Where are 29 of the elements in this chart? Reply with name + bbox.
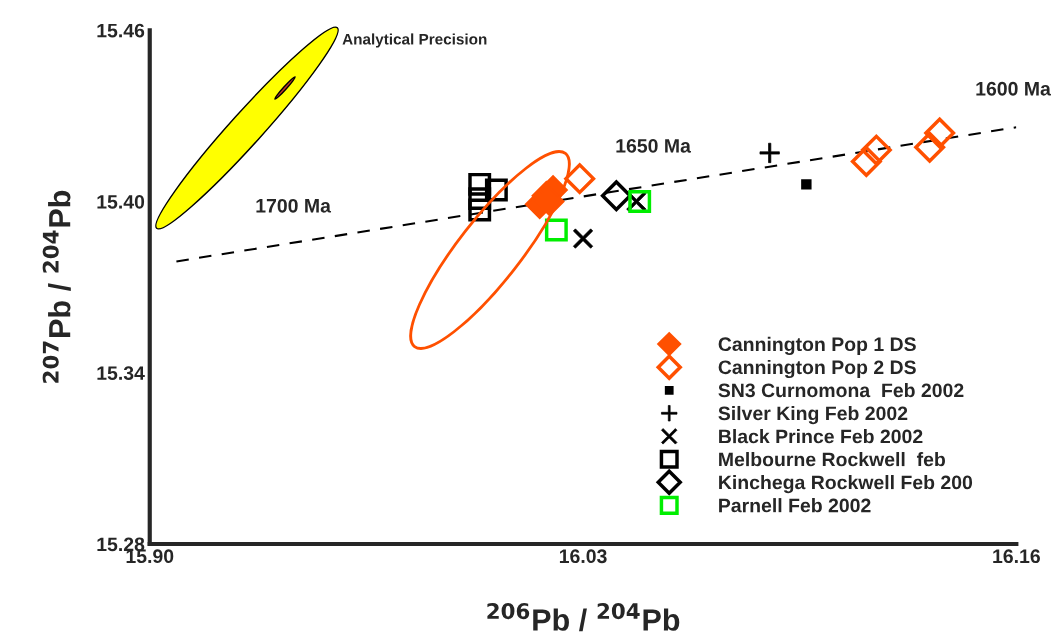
legend-label: Melbourne Rockwell feb [719, 452, 945, 467]
legend-label: Cannington Pop 1 DS [718, 336, 916, 356]
legend-label: SN3 Curnomona Feb 2002 [718, 382, 964, 398]
y-tick-label: 15.46 [97, 23, 145, 38]
point [628, 190, 652, 213]
point [564, 163, 596, 195]
y-tick-label: 15.34 [97, 366, 145, 380]
point [544, 218, 568, 242]
legend-label: Silver King Feb 2002 [718, 405, 908, 425]
y-tick-label: 15.40 [97, 194, 145, 209]
legend-label: Kinchega Rockwell Feb 200 [719, 475, 973, 494]
point [850, 146, 882, 177]
point [924, 117, 956, 149]
point [468, 172, 492, 196]
x-axis-title: $^{206}$Pb / $^{204}$Pb [487, 602, 680, 632]
annotation: 1600 Ma [976, 81, 1051, 96]
annotation: Analytical Precision [342, 33, 487, 48]
legend-label: Black Prince Feb 2002 [719, 429, 923, 444]
annotation: 1650 Ma [616, 138, 691, 153]
x-tick-label: 16.16 [993, 549, 1040, 564]
point [914, 131, 946, 163]
annotation: 1700 Ma [256, 198, 332, 213]
x-tick-label: 16.03 [559, 549, 607, 564]
y-axis-title: $^{207}$Pb / $^{204}$Pb [42, 190, 71, 383]
point [860, 134, 892, 166]
point [801, 179, 812, 190]
legend-label: Parnell Feb 2002 [719, 498, 871, 513]
point [484, 178, 508, 202]
legend-label: Cannington Pop 2 DS [718, 359, 916, 379]
